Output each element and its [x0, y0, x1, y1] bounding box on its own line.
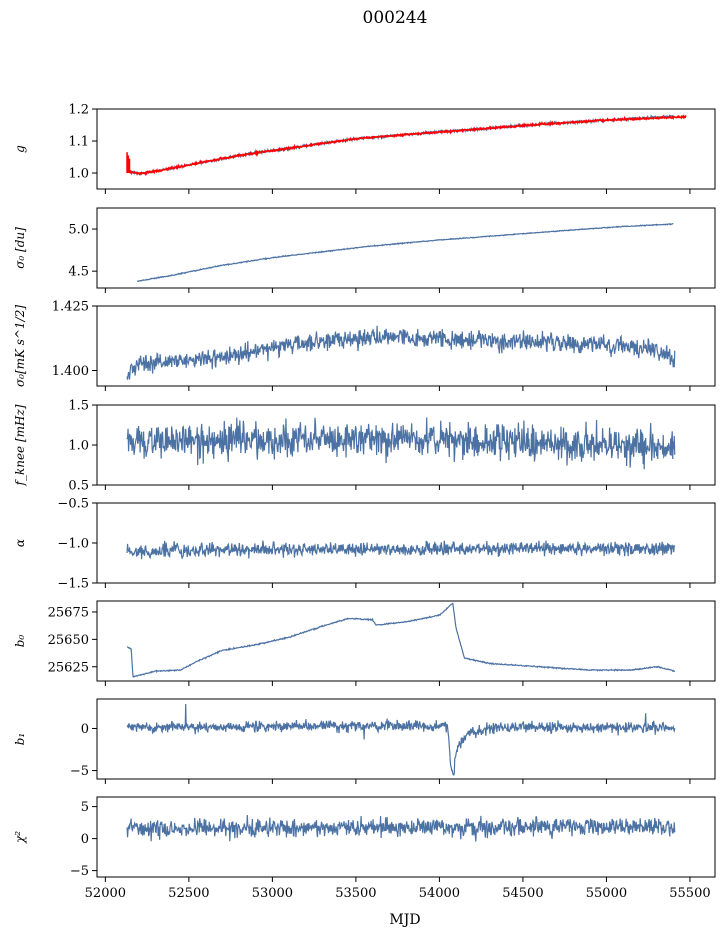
- y-axis-label: g: [13, 145, 27, 153]
- subplot-4: 0.5 1.0 1.5 f_knee [mHz]: [13, 399, 716, 494]
- y-axis-label: α: [13, 539, 27, 547]
- y-tick-label: −5: [70, 764, 89, 779]
- y-tick-label: 4.5: [68, 265, 89, 280]
- data-series-line: [126, 417, 676, 470]
- data-series-line: [136, 222, 674, 282]
- y-tick-label: 25650: [48, 633, 89, 648]
- y-tick-label: 1.425: [52, 300, 89, 315]
- axes-frame: [96, 796, 716, 878]
- y-tick-label: 1.400: [52, 364, 89, 379]
- y-axis-label: σ₀[mK s^1/2]: [13, 305, 27, 387]
- x-tick-label: 55000: [586, 886, 627, 901]
- y-axis-label: f_knee [mHz]: [13, 404, 27, 486]
- subplots: 1.0 1.1 1.2 g 4.5 5.0 σ₀ [du] 1.400 1.425 σ₀[mK s…: [13, 103, 716, 901]
- y-tick-label: 1.5: [68, 399, 89, 414]
- x-tick-label: 52000: [85, 886, 126, 901]
- subplot-1: 1.0 1.1 1.2 g: [13, 103, 716, 194]
- x-tick-label: 52500: [168, 886, 209, 901]
- y-tick-label: 25675: [48, 605, 89, 620]
- data-series-line: [126, 704, 676, 776]
- y-axis-label: b₀: [13, 635, 27, 648]
- y-tick-label: 0: [81, 832, 89, 847]
- y-tick-label: 1.0: [68, 439, 89, 454]
- subplot-3: 1.400 1.425 σ₀[mK s^1/2]: [13, 300, 716, 391]
- y-tick-label: −1.0: [57, 537, 89, 552]
- y-tick-label: 1.2: [68, 103, 89, 118]
- figure-title: 000244: [363, 8, 428, 28]
- x-axis-label: MJD: [389, 912, 420, 928]
- data-series-line: [126, 815, 676, 842]
- axes-frame: [96, 404, 716, 486]
- axes-frame: [96, 600, 716, 682]
- y-tick-label: 1.0: [68, 167, 89, 182]
- y-tick-label: −0.5: [57, 497, 89, 512]
- y-tick-label: −1.5: [57, 577, 89, 592]
- y-tick-label: 1.1: [68, 135, 89, 150]
- axes-frame: [96, 305, 716, 387]
- subplot-2: 4.5 5.0 σ₀ [du]: [13, 207, 716, 293]
- y-tick-label: 0.5: [68, 479, 89, 494]
- subplot-7: −5 0 b₁: [13, 698, 716, 784]
- x-tick-label: 53500: [335, 886, 376, 901]
- y-axis-label: b₁: [13, 733, 27, 746]
- y-tick-label: 25625: [48, 660, 89, 675]
- y-axis-label: χ²: [13, 831, 27, 844]
- axes-frame: [96, 698, 716, 780]
- data-series-line: [126, 602, 676, 678]
- subplot-8: −5 0 5 52000 52500 53000 53500 54000 54500 55000 5…: [13, 796, 716, 901]
- subplot-6: 25625 25650 25675 b₀: [13, 600, 716, 686]
- axes-frame: [96, 108, 716, 190]
- x-tick-label: 54500: [502, 886, 543, 901]
- subplot-5: −1.5 −1.0 −0.5 α: [13, 497, 716, 592]
- fit-overlay-line: [126, 114, 687, 176]
- y-tick-label: 5.0: [68, 223, 89, 238]
- data-series-line: [126, 114, 674, 177]
- y-axis-label: σ₀ [du]: [13, 227, 27, 269]
- y-tick-label: 0: [81, 722, 89, 737]
- x-tick-label: 54000: [419, 886, 460, 901]
- data-series-line: [126, 540, 676, 560]
- axes-frame: [96, 207, 716, 289]
- x-tick-label: 53000: [252, 886, 293, 901]
- x-tick-label: 55500: [669, 886, 710, 901]
- data-series-line: [126, 325, 676, 380]
- y-tick-label: 5: [81, 800, 89, 815]
- axes-frame: [96, 502, 716, 584]
- y-tick-label: −5: [70, 864, 89, 879]
